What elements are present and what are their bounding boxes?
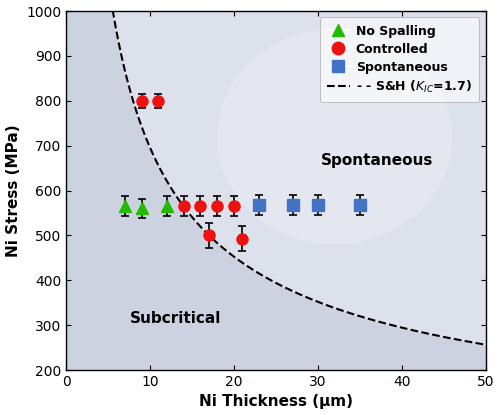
Text: Spontaneous: Spontaneous [320,153,433,168]
X-axis label: Ni Thickness (μm): Ni Thickness (μm) [199,394,353,410]
Legend: No Spalling, Controlled, Spontaneous, - - S&H ($K_{IC}$=1.7): No Spalling, Controlled, Spontaneous, - … [320,17,480,103]
Y-axis label: Ni Stress (MPa): Ni Stress (MPa) [6,124,20,257]
Ellipse shape [217,29,452,244]
Text: Subcritical: Subcritical [130,311,221,326]
